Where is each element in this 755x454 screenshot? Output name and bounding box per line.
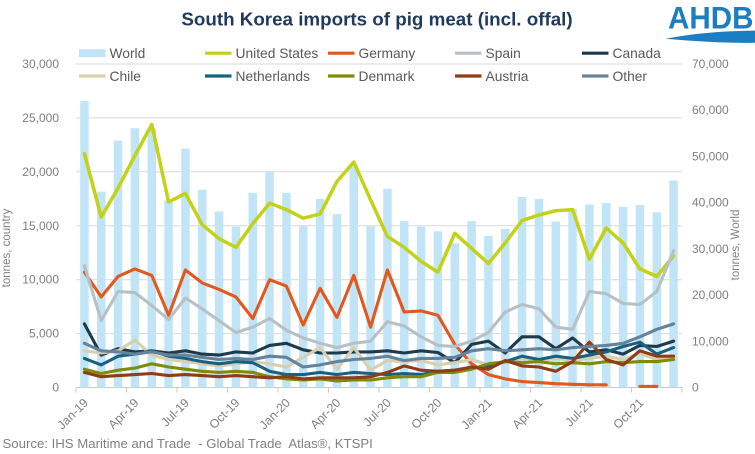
svg-text:Austria: Austria [486, 69, 529, 84]
svg-text:30,000: 30,000 [692, 242, 729, 256]
svg-text:10,000: 10,000 [22, 273, 59, 287]
svg-text:Canada: Canada [613, 46, 662, 61]
svg-text:10,000: 10,000 [692, 334, 729, 348]
svg-text:Germany: Germany [359, 46, 416, 61]
svg-text:United States: United States [236, 46, 319, 61]
svg-text:Spain: Spain [486, 46, 521, 61]
svg-text:Other: Other [613, 69, 648, 84]
svg-text:5,000: 5,000 [29, 327, 59, 341]
svg-text:50,000: 50,000 [692, 149, 729, 163]
svg-text:Source: IHS Maritime and Trade: Source: IHS Maritime and Trade - Global … [3, 436, 373, 451]
svg-text:0: 0 [692, 381, 699, 395]
svg-text:Denmark: Denmark [359, 69, 415, 84]
svg-text:60,000: 60,000 [692, 103, 729, 117]
svg-text:20,000: 20,000 [692, 288, 729, 302]
svg-text:30,000: 30,000 [22, 57, 59, 71]
svg-text:40,000: 40,000 [692, 196, 729, 210]
svg-text:70,000: 70,000 [692, 57, 729, 71]
svg-text:20,000: 20,000 [22, 165, 59, 179]
svg-text:South Korea imports of pig mea: South Korea imports of pig meat (incl. o… [181, 9, 572, 30]
svg-text:tonnes, country: tonnes, country [1, 208, 13, 287]
svg-text:Chile: Chile [110, 69, 142, 84]
svg-text:0: 0 [52, 381, 59, 395]
svg-text:World: World [110, 46, 146, 61]
svg-text:tonnes, World: tonnes, World [730, 210, 742, 281]
svg-text:15,000: 15,000 [22, 219, 59, 233]
svg-text:25,000: 25,000 [22, 111, 59, 125]
svg-text:Netherlands: Netherlands [236, 69, 310, 84]
svg-text:AHDB: AHDB [668, 0, 754, 36]
